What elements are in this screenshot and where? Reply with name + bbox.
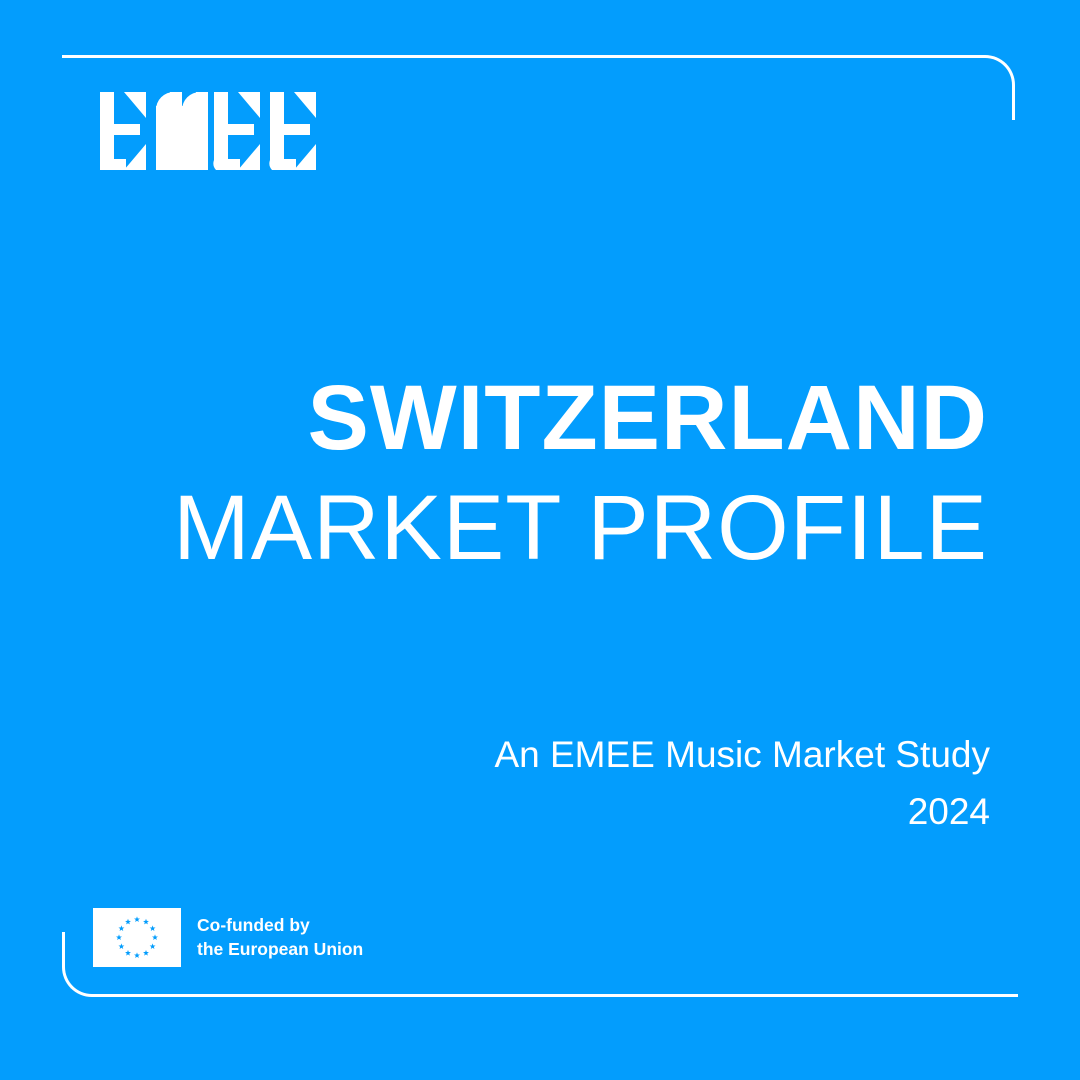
frame-bottom-line: [128, 994, 1018, 997]
subtitle: An EMEE Music Market Study 2024: [494, 726, 990, 841]
page-title: SWITZERLAND MARKET PROFILE: [173, 367, 988, 579]
frame-corner-bottom-left: [62, 932, 131, 997]
title-subject: MARKET PROFILE: [173, 476, 988, 579]
eu-cofunding-badge: Co-funded by the European Union: [93, 908, 363, 967]
frame-top-line: [62, 55, 952, 58]
eu-badge-text-line2: the European Union: [197, 938, 364, 959]
frame-corner-top-right: [949, 55, 1015, 120]
eu-badge-text-line1: Co-funded by: [197, 915, 310, 936]
eu-flag-icon: [93, 908, 181, 967]
eu-badge-text: Co-funded by the European Union: [197, 914, 363, 960]
subtitle-year: 2024: [907, 791, 990, 833]
subtitle-study: An EMEE Music Market Study: [494, 734, 990, 775]
emee-logo[interactable]: [99, 92, 320, 175]
title-country: SWITZERLAND: [307, 367, 988, 469]
